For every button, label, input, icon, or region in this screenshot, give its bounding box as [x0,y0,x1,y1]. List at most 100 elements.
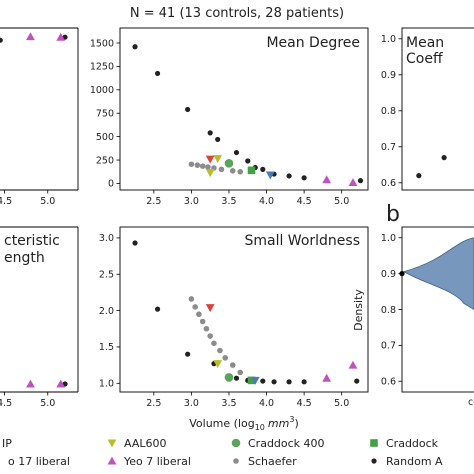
point-random-1-6 [245,158,251,164]
point-schaefer-1-5 [218,166,225,173]
point-schaefer-4-0 [188,296,195,302]
x-tick-label: 5.0 [40,196,55,207]
point-yeo-1-1 [348,178,358,187]
x-tick-label: 5.0 [40,398,55,409]
char-path-title-1: cteristic [4,233,60,249]
point-schaefer-4-5 [207,333,213,339]
point-random-4-10 [354,378,360,384]
x-tick-label: 5.0 [334,196,349,207]
point-red_tri-4-0 [205,304,215,313]
x-axis-label: Volume (log10 mm3) [189,415,298,432]
y-tick-label: 0.9 [381,70,396,81]
x-tick-label: 4.5 [297,196,312,207]
point-yeo-0-0 [26,32,35,41]
legend-item: IP [2,437,12,450]
point-random-2-0 [416,173,422,179]
point-schaefer-4-8 [222,355,229,361]
y-tick-label: 1.0 [99,379,114,390]
figure-suptitle: N = 41 (13 controls, 28 patients) [130,6,344,21]
point-schaefer-1-3 [205,164,211,170]
x-tick-label: 3.0 [184,398,199,409]
char-path-title-2: ength [4,250,45,266]
point-schaefer-4-7 [217,347,223,354]
legend-item: Random A [371,455,443,468]
legend-marker-random [371,458,377,464]
y-tick-label: 750 [96,109,114,120]
point-yeo-0-1 [56,32,66,41]
legend-marker-craddock_sq [370,439,378,447]
legend-label: IP [2,437,12,450]
density-axis-label: Density [352,289,365,331]
point-schaefer-4-1 [192,304,198,310]
panel-letter-b: b [386,202,400,227]
y-tick-label: 0.7 [381,341,396,352]
point-random-4-8 [286,379,292,385]
point-random-4-7 [271,379,277,385]
point-yeo-3-1 [56,379,66,388]
point-schaefer-1-6 [229,168,236,174]
point-random-0-1 [0,37,3,43]
y-tick-label: 0.7 [381,142,396,153]
legend-item: o 17 liberal [8,455,70,468]
y-tick-label: 0.8 [381,106,396,117]
point-random-1-4 [215,136,221,143]
y-tick-label: 250 [96,155,114,166]
point-random-1-8 [260,166,266,172]
x-tick-label: 3.0 [184,196,199,207]
y-tick-label: 1.0 [381,34,396,45]
y-tick-label: 1500 [90,38,114,49]
point-craddock_sq-4-0 [247,376,256,385]
legend-label: Craddock [386,437,439,450]
point-random-4-9 [301,379,307,385]
x-tick-label: 4.5 [0,196,12,207]
point-schaefer-4-9 [229,362,236,368]
density-violin [403,237,474,310]
point-aal600-1-0 [205,169,215,178]
x-tick-label: 2.5 [146,196,161,207]
panel-mean-degree: Mean Degree 2.5 3.0 3.5 4.0 4.5 5.0 0 250 500 75… [90,27,369,207]
x-tick-label: 5.0 [334,398,349,409]
small-worldness-title: Small Worldness [244,233,360,249]
point-schaefer-4-6 [211,340,217,347]
point-schaefer-4-4 [203,325,210,332]
y-tick-label: 1.5 [99,342,114,353]
point-yeo-4-1 [348,360,358,369]
mean-coeff-title-1: Mean [406,35,444,51]
y-tick-label: 1000 [90,85,114,96]
point-schaefer-1-1 [194,162,201,168]
y-tick-label: 0.8 [381,305,396,316]
density-x-tick-partial: co [468,397,474,408]
point-random-1-1 [154,70,161,77]
point-random-1-3 [207,130,213,136]
point-random-1-11 [301,175,307,181]
point-schaefer-4-10 [237,369,244,376]
legend-label: AAL600 [124,437,166,450]
panel-bottom-left: cteristic ength 4.5 5.0 [0,226,79,409]
x-tick-label: 3.5 [221,398,236,409]
legend-item: Yeo 7 liberal [107,455,191,468]
point-craddock_sq-1-0 [247,166,256,175]
y-tick-label: 0.6 [381,178,396,189]
y-tick-label: 500 [96,132,114,143]
point-craddock400-1-0 [224,159,234,168]
point-schaefer-4-3 [199,318,206,325]
point-random-4-1 [154,306,161,312]
legend-item: Craddock [370,437,439,450]
point-random-1-2 [185,106,191,113]
legend-item: Schaefer [233,455,297,468]
x-tick-label: 4.0 [259,398,274,409]
point-aal600-4-0 [213,360,223,369]
point-yeo-3-0 [26,379,35,388]
legend-item: AAL600 [107,437,166,450]
y-tick-label: 2.5 [99,270,114,281]
point-yeo-1-0 [322,175,332,184]
mean-coeff-title-2: Coeff [406,51,443,67]
y-tick-label: 1250 [90,62,114,73]
point-aal600-1-1 [213,155,223,164]
point-yeo-4-0 [322,373,332,382]
legend-marker-craddock400 [231,438,241,448]
point-random-4-0 [132,240,138,246]
point-blue_tri-1-0 [265,171,275,180]
legend-label: Schaefer [248,455,297,468]
